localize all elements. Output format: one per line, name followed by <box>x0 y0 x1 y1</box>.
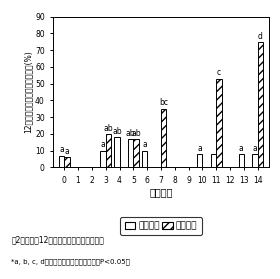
Text: bc: bc <box>159 98 168 107</box>
Y-axis label: 12倍希釈液の発芽インデックス(%): 12倍希釈液の発芽インデックス(%) <box>23 51 32 133</box>
Bar <box>211 154 216 167</box>
Legend: 低曙気区, 高曙気区: 低曙気区, 高曙気区 <box>120 217 202 235</box>
Text: ab: ab <box>131 129 141 138</box>
Text: a: a <box>253 144 258 153</box>
Bar <box>161 109 166 167</box>
Text: a: a <box>239 144 244 153</box>
Text: a: a <box>59 145 64 154</box>
Text: d: d <box>258 32 263 40</box>
Text: a: a <box>142 140 147 149</box>
Bar <box>133 139 139 167</box>
Bar <box>258 42 263 167</box>
Bar <box>128 139 133 167</box>
Bar <box>106 134 111 167</box>
Text: a: a <box>64 147 69 156</box>
Text: *a, b, c, d：異符号間に有意差あり　（P<0.05）: *a, b, c, d：異符号間に有意差あり （P<0.05） <box>11 258 130 265</box>
Text: c: c <box>217 68 221 77</box>
Bar <box>101 151 106 167</box>
Bar <box>59 156 64 167</box>
Bar <box>64 157 69 167</box>
Text: a: a <box>101 140 106 149</box>
Bar <box>216 79 221 167</box>
Text: 嘦2　脱離液12希釈液の発芽インデックス: 嘦2 脱離液12希釈液の発芽インデックス <box>11 236 104 245</box>
X-axis label: 経過日数: 経過日数 <box>149 187 173 198</box>
Bar <box>114 137 120 167</box>
Text: ab: ab <box>104 124 113 133</box>
Bar <box>197 154 202 167</box>
Text: ab: ab <box>112 127 122 136</box>
Bar <box>142 151 147 167</box>
Bar <box>253 154 258 167</box>
Text: a: a <box>197 144 202 153</box>
Bar <box>239 154 244 167</box>
Text: ab: ab <box>126 129 136 138</box>
